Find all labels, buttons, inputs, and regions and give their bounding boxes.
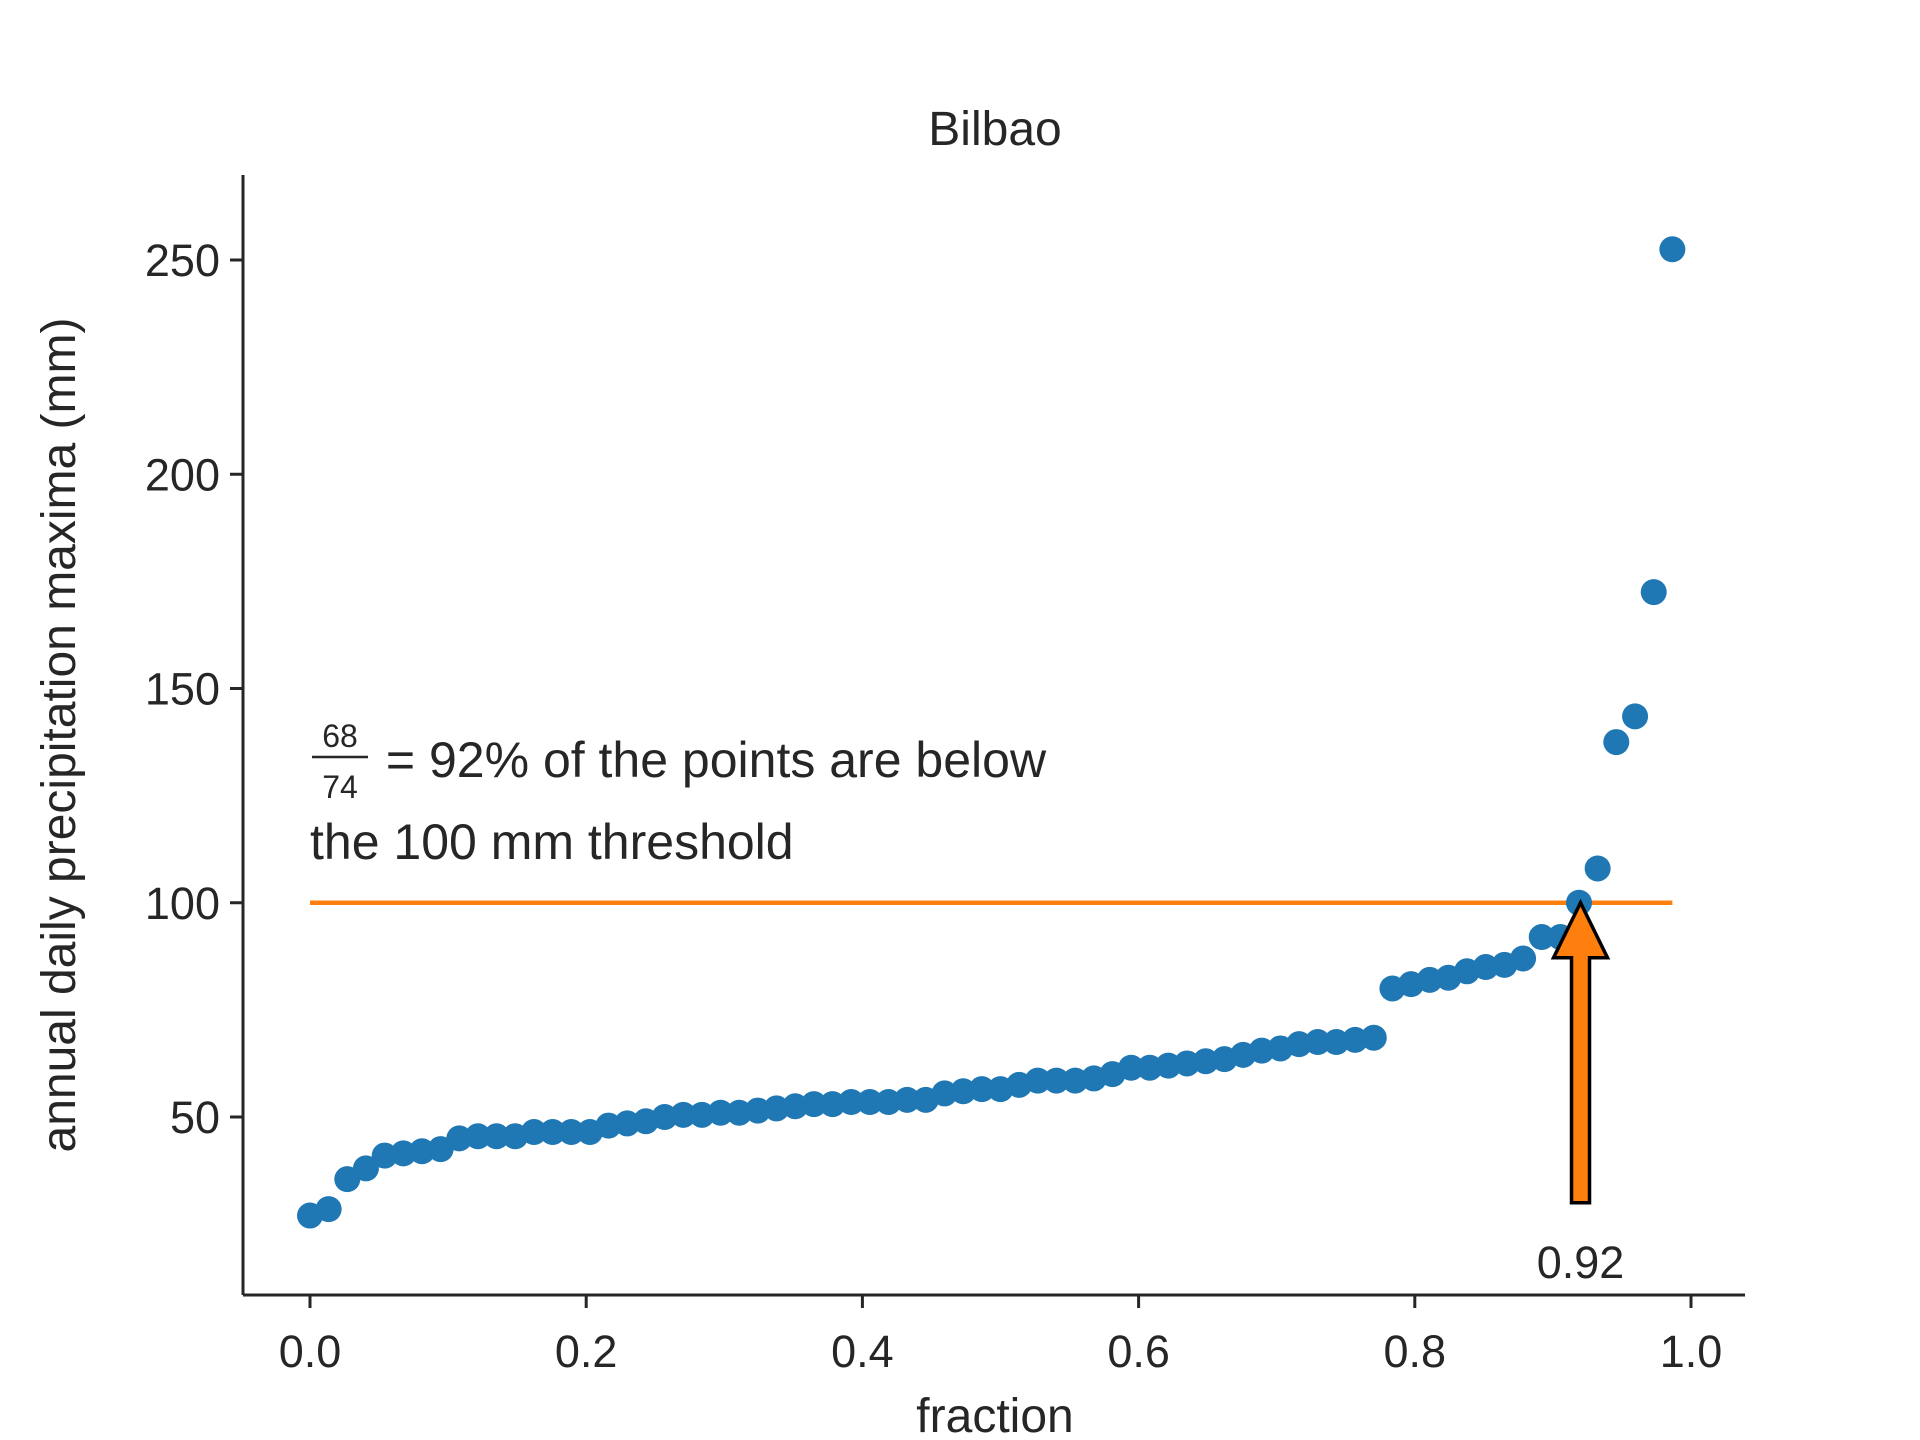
data-point: [1360, 1024, 1387, 1051]
data-point: [670, 1101, 697, 1128]
axes: [241, 175, 1745, 1297]
chart-title: Bilbao: [928, 103, 1061, 156]
data-point: [520, 1118, 547, 1145]
y-tick-label: 150: [145, 664, 220, 715]
x-tick-label: 1.0: [1660, 1326, 1723, 1377]
data-point: [856, 1089, 883, 1116]
x-tick-label: 0.2: [555, 1326, 618, 1377]
x-ticks: 0.0 0.2 0.4 0.6 0.8 1.0: [279, 1295, 1723, 1377]
data-point: [838, 1089, 865, 1116]
data-point: [1323, 1029, 1350, 1056]
data-point: [352, 1155, 379, 1182]
data-point: [1510, 945, 1537, 972]
arrow-label: 0.92: [1537, 1237, 1625, 1288]
data-point: [558, 1118, 585, 1145]
data-point: [707, 1099, 734, 1126]
x-axis-label: fraction: [916, 1390, 1073, 1440]
data-point: [464, 1123, 491, 1150]
data-point: [763, 1095, 790, 1122]
data-point: [1304, 1029, 1331, 1056]
data-point: [1118, 1054, 1145, 1081]
data-point: [1640, 579, 1667, 606]
data-point: [1659, 236, 1686, 263]
data-point: [968, 1076, 995, 1103]
arrow-annotation: 0.92: [1537, 898, 1625, 1288]
plot-area: [297, 236, 1686, 1229]
data-point: [800, 1091, 827, 1118]
fraction-denominator: 74: [322, 769, 358, 805]
data-point: [1043, 1067, 1070, 1094]
data-point: [483, 1123, 510, 1150]
data-point: [1622, 703, 1649, 730]
data-point: [1603, 729, 1630, 756]
y-axis-label: annual daily precipitation maxima (mm): [33, 318, 86, 1153]
annotation-line-1: = 92% of the points are below: [372, 732, 1047, 788]
data-point: [1192, 1048, 1219, 1075]
fraction-numerator: 68: [322, 718, 358, 754]
annotation-arrow: [1550, 898, 1611, 1205]
annotation-line-2: the 100 mm threshold: [310, 814, 794, 870]
x-tick-label: 0.4: [831, 1326, 894, 1377]
data-point: [1584, 855, 1611, 882]
y-tick-label: 250: [145, 235, 220, 286]
x-tick-label: 0.8: [1384, 1326, 1447, 1377]
y-ticks: 50 100 150 200 250: [145, 235, 243, 1143]
x-tick-label: 0.6: [1107, 1326, 1170, 1377]
data-point: [1024, 1067, 1051, 1094]
data-point: [1528, 924, 1555, 951]
y-tick-label: 200: [145, 449, 220, 500]
threshold-annotation: 68 74 = 92% of the points are below the …: [310, 718, 1047, 870]
data-point: [894, 1086, 921, 1113]
x-tick-label: 0.0: [279, 1326, 342, 1377]
y-tick-label: 100: [145, 878, 220, 929]
data-point: [539, 1118, 566, 1145]
data-point: [315, 1196, 342, 1223]
y-tick-label: 50: [170, 1092, 220, 1143]
